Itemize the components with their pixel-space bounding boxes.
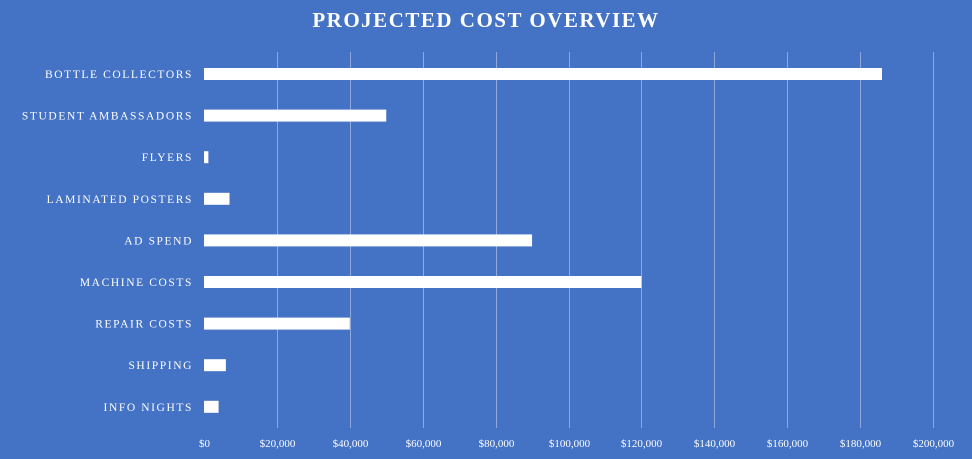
bar: [204, 109, 387, 122]
category-label: STUDENT AMBASSADORS: [22, 111, 193, 123]
x-tick-label: $160,000: [767, 438, 809, 450]
x-tick-label: $0: [199, 438, 211, 450]
bar: [204, 317, 350, 330]
chart-title: PROJECTED COST OVERVIEW: [312, 8, 660, 32]
x-tick-label: $20,000: [260, 438, 296, 450]
category-label: AD SPEND: [124, 235, 193, 247]
x-tick-label: $40,000: [333, 438, 369, 450]
bar: [204, 68, 882, 80]
category-label: INFO NIGHTS: [104, 402, 193, 414]
bar: [204, 359, 226, 372]
category-label: MACHINE COSTS: [80, 277, 193, 289]
category-label: REPAIR COSTS: [95, 319, 193, 331]
x-tick-label: $80,000: [479, 438, 515, 450]
bar: [204, 234, 533, 247]
x-tick-label: $60,000: [406, 438, 442, 450]
x-tick-label: $120,000: [621, 438, 663, 450]
bar: [204, 192, 230, 205]
category-label: BOTTLE COLLECTORS: [45, 69, 193, 81]
category-label: SHIPPING: [128, 360, 193, 372]
x-tick-label: $180,000: [840, 438, 882, 450]
x-tick-label: $100,000: [549, 438, 591, 450]
bar: [204, 151, 209, 164]
category-labels: BOTTLE COLLECTORS STUDENT AMBASSADORS FLYE…: [22, 69, 193, 414]
bar: [204, 400, 219, 413]
bars: [204, 68, 882, 413]
x-tick-label: $140,000: [694, 438, 736, 450]
bar: [204, 276, 642, 288]
category-label: LAMINATED POSTERS: [47, 194, 193, 206]
x-axis-tick-labels: $0 $20,000 $40,000 $60,000 $80,000 $100,000 $1…: [199, 438, 955, 450]
x-tick-label: $200,000: [913, 438, 955, 450]
category-label: FLYERS: [142, 152, 193, 164]
